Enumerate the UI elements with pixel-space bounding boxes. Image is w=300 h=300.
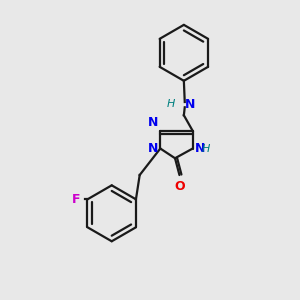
Text: F: F <box>72 193 80 206</box>
Text: N: N <box>195 142 206 155</box>
Text: N: N <box>148 116 158 129</box>
Text: N: N <box>185 98 195 111</box>
Text: O: O <box>175 180 185 193</box>
Text: H: H <box>167 99 175 110</box>
Text: N: N <box>148 142 158 155</box>
Text: H: H <box>202 143 211 154</box>
